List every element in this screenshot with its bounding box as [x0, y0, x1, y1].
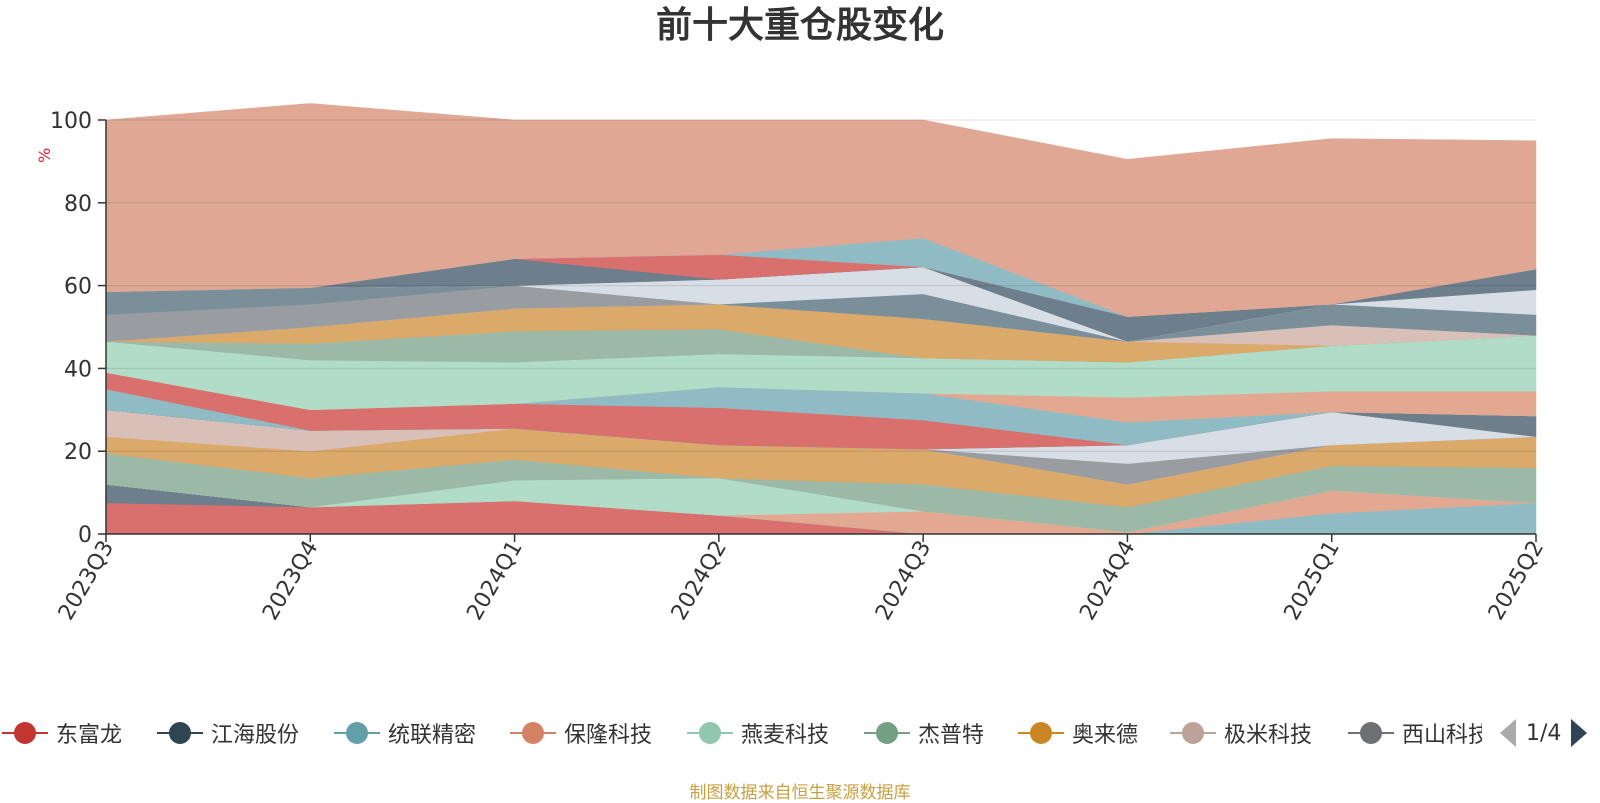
y-tick-label: 80	[64, 192, 92, 217]
legend-item[interactable]: 统联精密	[332, 708, 476, 758]
stacked-area-chart: 0 20 40 60 80 100 2023Q3 2023Q4 2024Q1 2024Q2 2024…	[35, 103, 1549, 625]
y-tick-label: 20	[64, 440, 92, 465]
y-tick-label: 40	[64, 357, 92, 382]
legend-label: 保隆科技	[564, 723, 653, 748]
legend-label: 西山科技	[1402, 723, 1482, 748]
y-tick-label: 100	[50, 109, 92, 134]
x-tick-label: 2024Q2	[667, 537, 732, 625]
legend-marker-icon	[2, 722, 48, 744]
legend-marker-icon	[687, 722, 733, 744]
legend-marker-icon	[864, 722, 910, 744]
legend-label: 燕麦科技	[741, 723, 830, 748]
y-tick-label: 60	[64, 275, 92, 300]
legend-label: 奥来德	[1072, 723, 1139, 748]
legend-items-viewport: 东富龙 江海股份 统联精密 保隆科技 燕麦科技 杰普特 奥来德 极米科技 西山科技	[0, 708, 1482, 758]
chart-areas	[105, 103, 1537, 535]
legend-marker-icon	[334, 722, 380, 744]
prev-page-icon[interactable]	[1498, 717, 1518, 749]
legend-label: 东富龙	[56, 723, 123, 748]
x-tick-label: 2024Q1	[462, 537, 527, 625]
x-tick-label: 2024Q3	[871, 537, 936, 625]
area-series-25	[105, 103, 1537, 317]
legend-page-indicator: 1/4	[1526, 720, 1562, 746]
legend-item[interactable]: 保隆科技	[508, 708, 652, 758]
legend-item[interactable]: 江海股份	[155, 708, 299, 758]
legend-label: 杰普特	[918, 723, 985, 748]
legend-item[interactable]: 杰普特	[862, 708, 984, 758]
legend: 东富龙 江海股份 统联精密 保隆科技 燕麦科技 杰普特 奥来德 极米科技 西山科技	[0, 708, 1600, 758]
next-page-icon[interactable]	[1569, 717, 1589, 749]
legend-item[interactable]: 燕麦科技	[685, 708, 829, 758]
x-tick-label: 2024Q4	[1075, 537, 1140, 625]
legend-marker-icon	[1170, 722, 1216, 744]
data-source-note: 制图数据来自恒生聚源数据库	[689, 783, 911, 803]
legend-pager: 1/4	[1498, 713, 1589, 753]
legend-label: 江海股份	[211, 723, 300, 748]
legend-marker-icon	[1018, 722, 1064, 744]
legend-item[interactable]: 东富龙	[0, 708, 122, 758]
chart-title: 前十大重仓股变化	[655, 5, 944, 46]
x-tick-label: 2023Q4	[258, 537, 323, 625]
legend-item[interactable]: 奥来德	[1016, 708, 1138, 758]
legend-marker-icon	[157, 722, 203, 744]
chart-gridlines	[106, 119, 1536, 452]
legend-marker-icon	[510, 722, 556, 744]
legend-item[interactable]: 极米科技	[1168, 708, 1312, 758]
x-tick-label: 2025Q1	[1280, 537, 1345, 625]
legend-marker-icon	[1348, 722, 1394, 744]
legend-label: 统联精密	[388, 723, 477, 748]
legend-item[interactable]: 西山科技	[1346, 708, 1482, 758]
y-axis-label: %	[35, 148, 54, 163]
x-tick-label: 2025Q2	[1484, 537, 1549, 625]
legend-label: 极米科技	[1224, 723, 1313, 748]
x-tick-label: 2023Q3	[54, 537, 119, 625]
y-tick-label: 0	[78, 523, 92, 548]
